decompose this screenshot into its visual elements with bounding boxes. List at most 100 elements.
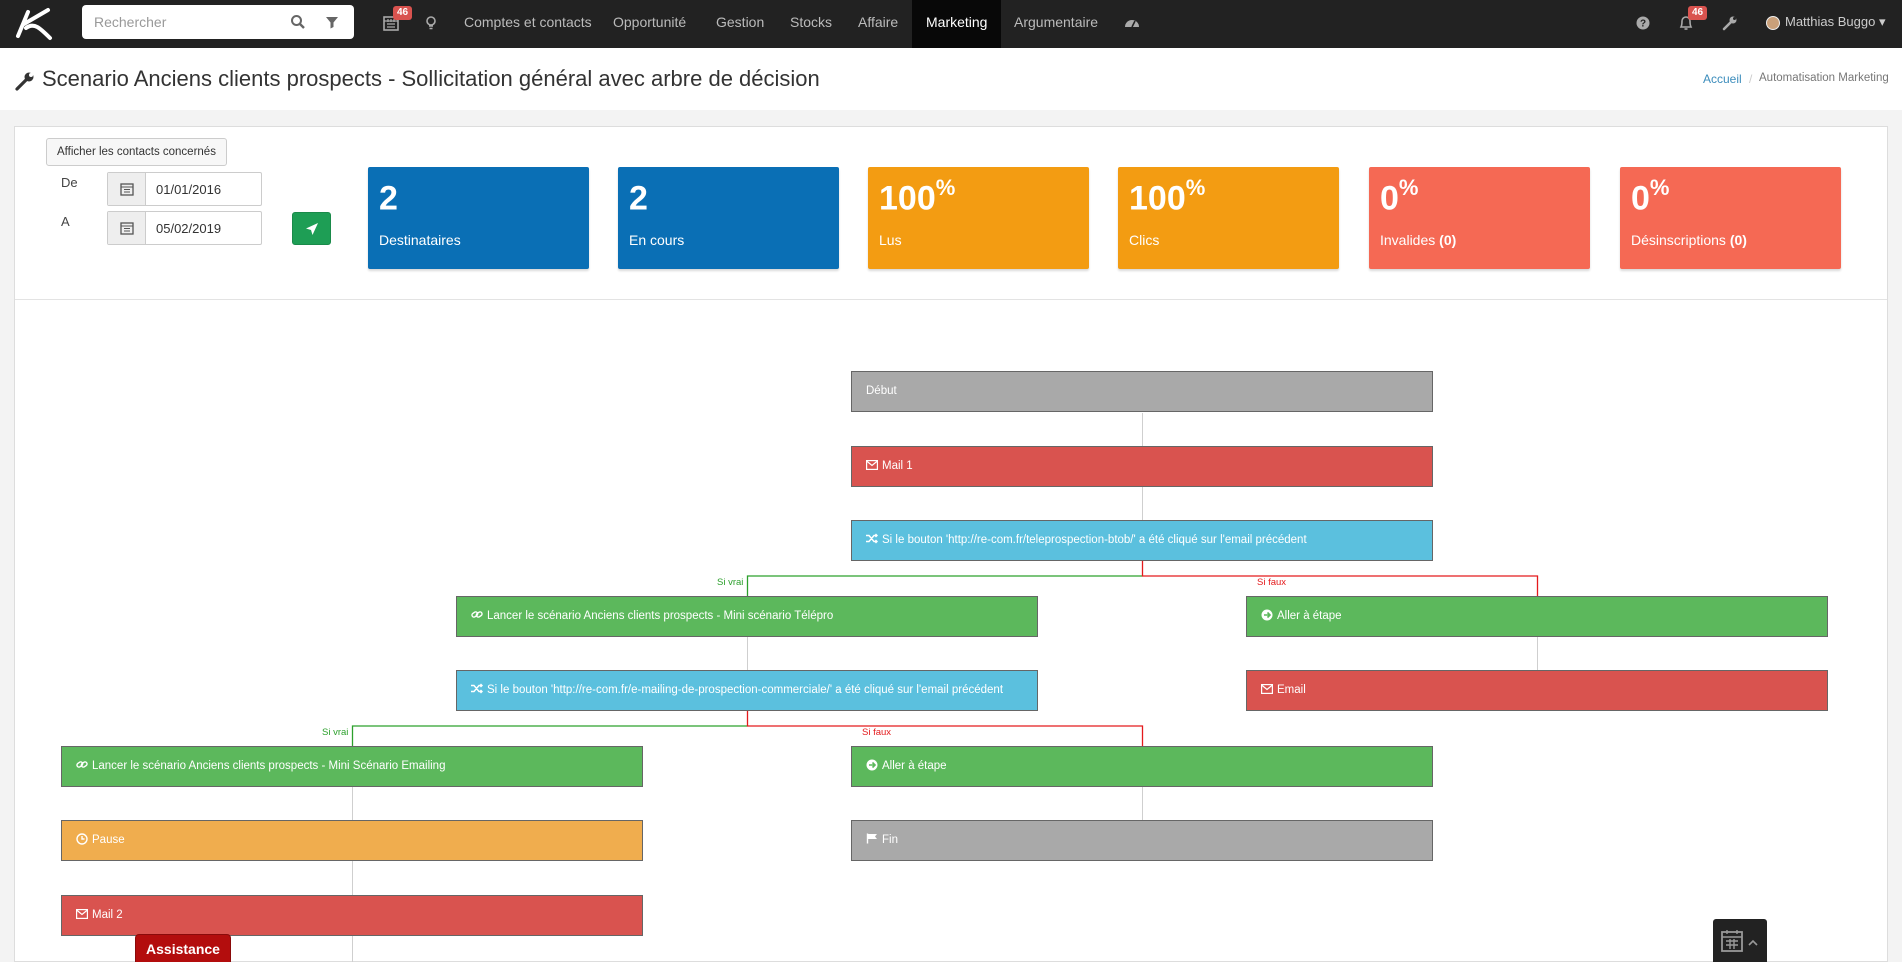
stat-value: 0 — [1631, 179, 1650, 218]
arrow-circle-icon — [866, 759, 878, 771]
bell-icon[interactable] — [1677, 14, 1695, 32]
flow-node-email[interactable]: Email — [1246, 670, 1828, 711]
clock-icon — [76, 833, 88, 845]
node-label: Mail 1 — [882, 460, 913, 472]
flow-node-fin[interactable]: Fin — [851, 820, 1433, 861]
menu-stocks[interactable]: Stocks — [790, 14, 833, 30]
user-name: Matthias Buggo — [1785, 14, 1876, 29]
envelope-icon — [1261, 683, 1273, 694]
flow-node-launch-telepro[interactable]: Lancer le scénario Anciens clients prosp… — [456, 596, 1038, 637]
rocket-icon — [306, 223, 318, 235]
node-label: Si le bouton 'http://re-com.fr/teleprosp… — [882, 534, 1307, 546]
stat-label: Destinataires — [379, 232, 461, 248]
link-icon — [471, 611, 483, 619]
node-label: Pause — [92, 834, 125, 846]
menu-marketing[interactable]: Marketing — [912, 0, 1002, 48]
false-branch-line — [746, 711, 1144, 746]
flow-node-mail-1[interactable]: Mail 1 — [851, 446, 1433, 487]
stat-label: Invalides — [1380, 232, 1436, 248]
calendar-float-button[interactable] — [1713, 919, 1767, 962]
to-date-input[interactable] — [156, 212, 256, 244]
stat-suffix: % — [1398, 175, 1419, 200]
node-label: Email — [1277, 684, 1306, 696]
panel-divider — [15, 299, 1887, 300]
svg-text:?: ? — [1640, 19, 1646, 30]
to-date-group — [107, 211, 262, 245]
wrench-icon — [15, 72, 34, 91]
from-date-group — [107, 172, 262, 206]
calendar-badge: 46 — [393, 6, 413, 20]
stat-label: Clics — [1129, 232, 1160, 248]
node-label: Fin — [882, 834, 898, 846]
true-branch-line — [351, 725, 748, 746]
menu-comptes-contacts[interactable]: Comptes et contacts — [464, 14, 592, 30]
avatar[interactable] — [1766, 16, 1780, 30]
envelope-icon — [76, 908, 88, 919]
menu-opportunite[interactable]: Opportunité — [613, 14, 687, 30]
dashboard-icon[interactable] — [1123, 14, 1141, 32]
stat-count: (0) — [1729, 232, 1747, 248]
stat-value: 100 — [879, 179, 936, 218]
user-menu[interactable]: Matthias Buggo ▾ — [1785, 14, 1886, 29]
top-navbar: 46 Comptes et contacts Opportunité Gesti… — [0, 0, 1902, 48]
from-date-input[interactable] — [156, 173, 256, 205]
calendar-icon[interactable] — [382, 14, 400, 32]
wrench-icon[interactable] — [1721, 14, 1739, 32]
flag-icon — [866, 833, 877, 844]
branch-true-label: Si vrai — [322, 727, 349, 738]
stat-value: 0 — [1380, 179, 1399, 218]
breadcrumb-current: Automatisation Marketing — [1759, 72, 1889, 84]
stat-card-lus: 100% Lus — [868, 167, 1089, 269]
flow-node-condition-1[interactable]: Si le bouton 'http://re-com.fr/teleprosp… — [851, 520, 1433, 561]
calendar-addon[interactable] — [108, 173, 146, 205]
stat-card-desinscriptions: 0% Désinscriptions (0) — [1620, 167, 1841, 269]
branch-true-label: Si vrai — [717, 577, 744, 588]
help-icon[interactable]: ? — [1634, 14, 1652, 32]
menu-gestion[interactable]: Gestion — [716, 14, 765, 30]
search-box — [82, 5, 354, 39]
node-label: Début — [866, 385, 897, 397]
flow-node-mail-2[interactable]: Mail 2 — [61, 895, 643, 936]
stat-card-destinataires: 2 Destinataires — [368, 167, 589, 269]
branch-false-label: Si faux — [1257, 577, 1287, 588]
stat-count: (0) — [1439, 232, 1457, 248]
calendar-addon[interactable] — [108, 212, 146, 244]
breadcrumb-accueil[interactable]: Accueil — [1703, 72, 1742, 86]
search-icon[interactable] — [290, 14, 306, 30]
search-input[interactable] — [94, 5, 284, 39]
assistance-button[interactable]: Assistance — [135, 934, 231, 962]
app-logo[interactable] — [14, 6, 54, 42]
to-label: A — [61, 214, 70, 229]
flow-node-pause[interactable]: Pause — [61, 820, 643, 861]
menu-argumentaire[interactable]: Argumentaire — [1014, 14, 1099, 30]
flow-node-launch-emailing[interactable]: Lancer le scénario Anciens clients prosp… — [61, 746, 643, 787]
stat-suffix: % — [1185, 175, 1206, 200]
lightbulb-icon[interactable] — [422, 14, 440, 32]
link-icon — [76, 761, 88, 769]
arrow-circle-icon — [1261, 609, 1273, 621]
stat-value: 100 — [1129, 179, 1186, 218]
branch-false-label: Si faux — [862, 727, 892, 738]
page-title: Scenario Anciens clients prospects - Sol… — [42, 66, 820, 91]
calendar-icon — [120, 183, 134, 196]
menu-affaire[interactable]: Affaire — [858, 14, 899, 30]
node-label: Lancer le scénario Anciens clients prosp… — [92, 760, 446, 772]
stat-suffix: % — [935, 175, 956, 200]
calendar-icon — [120, 222, 134, 235]
stat-label: Désinscriptions — [1631, 232, 1726, 248]
apply-filter-button[interactable] — [292, 212, 331, 245]
calendar-icon — [1721, 930, 1758, 952]
filter-icon[interactable] — [324, 14, 340, 30]
flow-node-condition-2[interactable]: Si le bouton 'http://re-com.fr/e-mailing… — [456, 670, 1038, 711]
stat-card-en-cours: 2 En cours — [618, 167, 839, 269]
show-contacts-button[interactable]: Afficher les contacts concernés — [46, 138, 227, 166]
flow-node-goto-2[interactable]: Aller à étape — [851, 746, 1433, 787]
stat-card-invalides: 0% Invalides (0) — [1369, 167, 1590, 269]
false-branch-line — [1141, 561, 1539, 596]
flow-node-debut[interactable]: Début — [851, 371, 1433, 412]
node-label: Lancer le scénario Anciens clients prosp… — [487, 610, 834, 622]
shuffle-icon — [471, 683, 483, 694]
node-label: Aller à étape — [882, 760, 947, 772]
flow-node-goto-1[interactable]: Aller à étape — [1246, 596, 1828, 637]
